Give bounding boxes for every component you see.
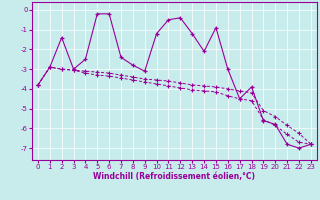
X-axis label: Windchill (Refroidissement éolien,°C): Windchill (Refroidissement éolien,°C) (93, 172, 255, 181)
